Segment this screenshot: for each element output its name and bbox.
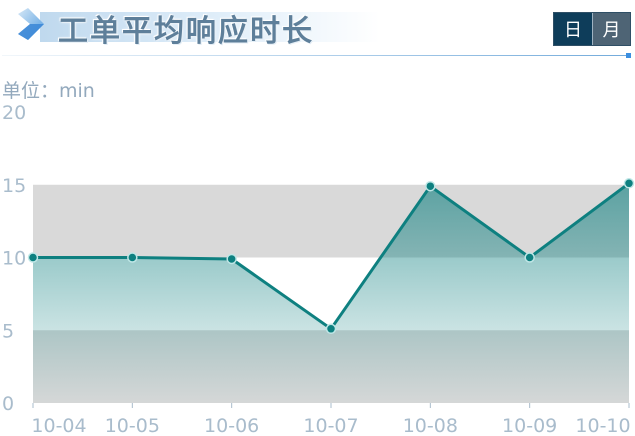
- data-point[interactable]: [623, 178, 635, 189]
- data-point[interactable]: [226, 253, 237, 265]
- x-tick-label: 10-08: [403, 415, 458, 436]
- y-tick-label: 15: [2, 175, 26, 197]
- x-tick-label: 10-07: [303, 415, 358, 436]
- day-toggle-button[interactable]: 日: [554, 13, 592, 45]
- y-tick-label: 10: [2, 248, 26, 270]
- y-tick-label: 20: [2, 102, 26, 124]
- chart-header: 工单平均响应时长 日 月: [0, 0, 635, 58]
- header-divider: [2, 55, 628, 56]
- data-point[interactable]: [325, 323, 337, 335]
- x-tick-label: 10-10: [575, 415, 630, 436]
- period-toggle: 日 月: [553, 12, 631, 46]
- y-tick-label: 0: [2, 393, 14, 415]
- x-tick-label: 10-09: [502, 415, 557, 436]
- data-point[interactable]: [127, 252, 138, 263]
- month-toggle-button[interactable]: 月: [592, 13, 630, 45]
- x-tick-label: 10-04: [31, 415, 86, 436]
- grid-band: [33, 184, 629, 258]
- x-tick-label: 10-05: [105, 415, 160, 436]
- series-area-fill: [33, 183, 629, 403]
- unit-label: 单位：min: [2, 80, 95, 102]
- x-tick-label: 10-06: [204, 415, 259, 436]
- data-point[interactable]: [524, 252, 535, 263]
- data-point[interactable]: [425, 180, 436, 192]
- y-tick-label: 5: [2, 320, 14, 342]
- data-point[interactable]: [27, 252, 39, 263]
- title-glow: [40, 12, 380, 42]
- diamond-arrow-icon: [18, 8, 44, 40]
- chart-title: 工单平均响应时长: [58, 14, 314, 49]
- header-divider-dot: [626, 53, 631, 58]
